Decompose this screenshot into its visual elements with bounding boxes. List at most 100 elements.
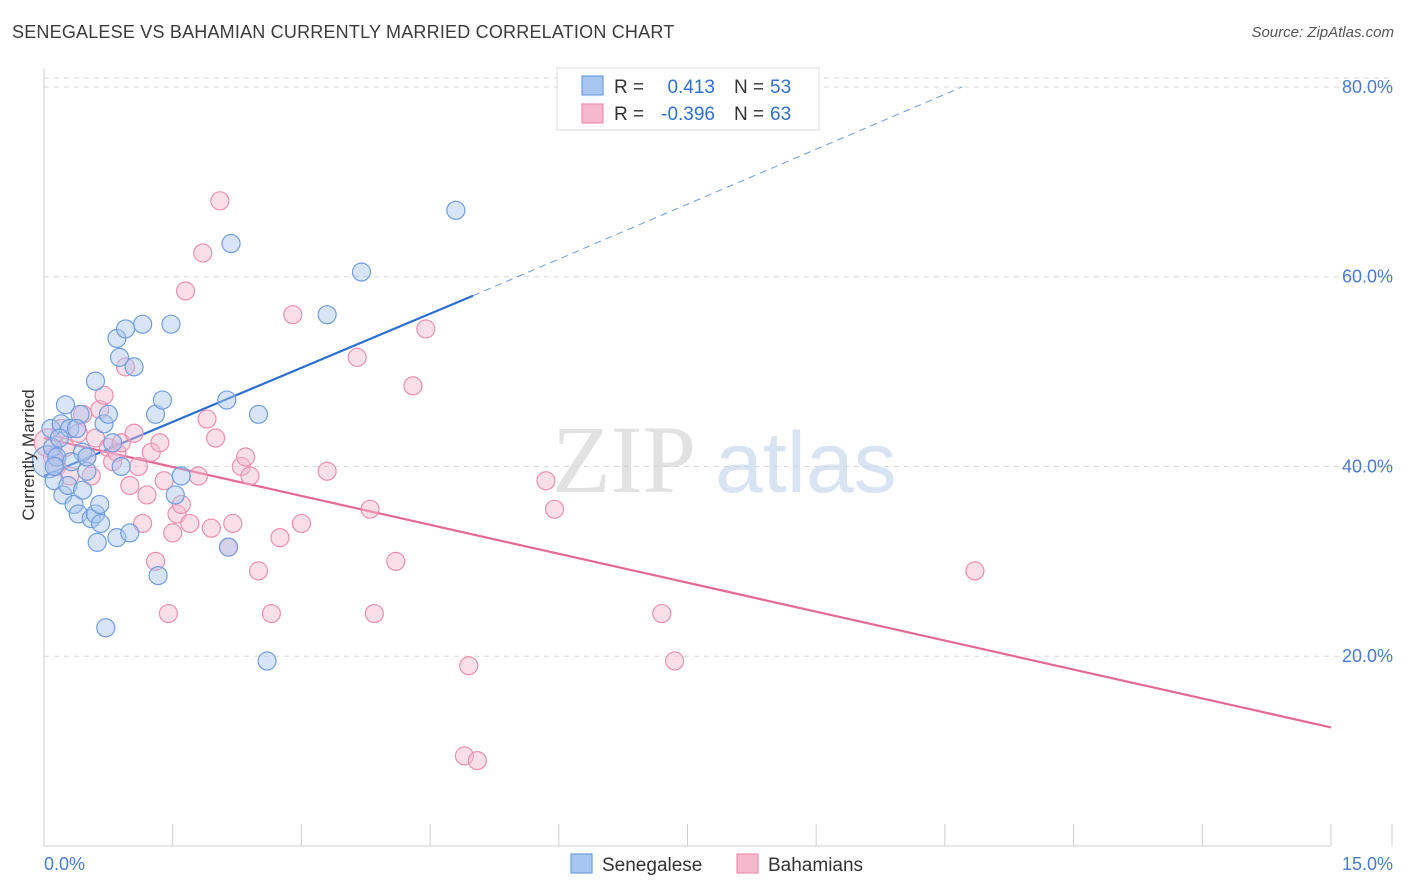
- senegalese-point: [68, 504, 88, 524]
- senegalese-point: [152, 390, 173, 410]
- bottom-legend-senegalese: Senegalese: [602, 855, 702, 876]
- legend-swatch-blue: [581, 75, 604, 96]
- senegalese-point: [133, 314, 153, 334]
- senegalese-point: [77, 461, 97, 481]
- legend-r-value: -0.396: [661, 104, 715, 125]
- bahamians-point: [163, 523, 183, 543]
- bahamians-point: [175, 281, 196, 301]
- bottom-legend-swatch-blue: [570, 853, 593, 874]
- bahamians-point: [120, 475, 140, 496]
- bahamians-point: [317, 461, 337, 481]
- bahamians-point: [107, 442, 127, 462]
- bahamians-point: [94, 385, 114, 405]
- bahamians-point: [386, 551, 406, 571]
- bahamians-point: [188, 466, 209, 486]
- chart-title: SENEGALESE VS BAHAMIAN CURRENTLY MARRIED…: [12, 22, 675, 42]
- legend-swatch-pink: [581, 103, 604, 124]
- bahamians-point: [171, 494, 191, 515]
- senegalese-point: [73, 480, 93, 500]
- bahamians-point: [167, 504, 187, 524]
- senegalese-point: [44, 456, 64, 477]
- watermark-zip: ZIP: [552, 406, 696, 513]
- senegalese-point: [49, 428, 70, 448]
- bottom-legend-bahamians: Bahamians: [768, 855, 863, 876]
- y-tick-label: 40.0%: [1342, 456, 1393, 476]
- senegalese-point: [85, 371, 106, 391]
- gridlines: [44, 77, 1392, 657]
- senegalese-point: [446, 200, 466, 220]
- senegalese-point: [64, 494, 84, 515]
- senegalese-point: [107, 528, 127, 548]
- senegalese-point: [171, 466, 191, 486]
- bottom-legend-swatch-pink: [736, 853, 759, 874]
- bahamians-point: [454, 746, 475, 766]
- senegalese-point: [94, 414, 114, 434]
- legend-r-label: R =: [614, 77, 644, 98]
- bahamians-point: [145, 551, 166, 571]
- y-tick-label: 60.0%: [1342, 267, 1393, 287]
- senegalese-point: [109, 347, 130, 367]
- senegalese-point: [42, 437, 63, 458]
- senegalese-point: [317, 305, 337, 325]
- x-tick-label: 0.0%: [44, 854, 85, 874]
- source-label: Source: ZipAtlas.com: [1251, 24, 1394, 41]
- senegalese-point: [351, 262, 372, 282]
- y-tick-labels: 20.0% 40.0% 60.0% 80.0%: [1342, 77, 1393, 666]
- bahamians-point: [652, 603, 672, 624]
- bahamians-point: [965, 561, 985, 581]
- senegalese-point: [124, 357, 144, 377]
- bahamians-point: [364, 603, 384, 624]
- senegalese-point: [248, 404, 269, 424]
- bahamians-trend-line: [43, 436, 1332, 729]
- bahamians-point: [665, 651, 685, 671]
- bahamians-point: [180, 513, 200, 534]
- senegalese-point: [77, 447, 97, 467]
- senegalese-point: [111, 456, 131, 477]
- senegalese-points: [31, 200, 466, 671]
- bahamians-point: [201, 518, 221, 538]
- senegalese-point: [67, 418, 87, 439]
- senegalese-point: [70, 404, 90, 424]
- legend-n-label: N =: [734, 104, 764, 125]
- bahamians-points: [33, 191, 985, 771]
- bahamians-point: [236, 447, 256, 467]
- bahamians-point: [283, 305, 303, 325]
- senegalese-point: [53, 485, 73, 505]
- bahamians-point: [248, 561, 269, 581]
- senegalese-point: [98, 404, 118, 424]
- watermark-atlas: atlas: [715, 415, 897, 511]
- senegalese-point: [58, 475, 78, 496]
- bahamians-point: [416, 319, 436, 339]
- senegalese-point: [217, 390, 237, 410]
- legend-n-label: N =: [734, 77, 764, 98]
- bahamians-point: [261, 603, 281, 624]
- bahamians-point: [128, 456, 148, 477]
- senegalese-point: [55, 395, 76, 415]
- y-axis-label: Currently Married: [19, 389, 38, 520]
- senegalese-point: [165, 485, 185, 505]
- bahamians-point: [270, 528, 290, 548]
- senegalese-point: [87, 532, 107, 552]
- y-tick-label: 20.0%: [1342, 646, 1393, 666]
- senegalese-point: [91, 513, 111, 534]
- bahamians-point: [124, 423, 144, 443]
- bahamians-point: [291, 513, 311, 534]
- bahamians-point: [467, 751, 487, 771]
- bahamians-point: [210, 191, 230, 211]
- bahamians-point: [459, 656, 479, 676]
- senegalese-point: [120, 523, 140, 543]
- senegalese-point: [90, 494, 110, 515]
- legend-r-label: R =: [614, 104, 644, 125]
- senegalese-trend-extension: [472, 86, 963, 297]
- senegalese-point: [257, 651, 277, 671]
- bahamians-point: [150, 433, 170, 453]
- legend-n-value: 53: [770, 77, 791, 98]
- legend-r-value: 0.413: [667, 77, 715, 98]
- x-tick-label: 15.0%: [1342, 854, 1393, 874]
- bahamians-point: [536, 471, 556, 491]
- senegalese-point: [148, 565, 168, 586]
- bahamians-point: [133, 513, 153, 534]
- senegalese-trend-line: [43, 294, 474, 477]
- senegalese-point: [85, 504, 106, 524]
- bahamians-point: [197, 409, 217, 429]
